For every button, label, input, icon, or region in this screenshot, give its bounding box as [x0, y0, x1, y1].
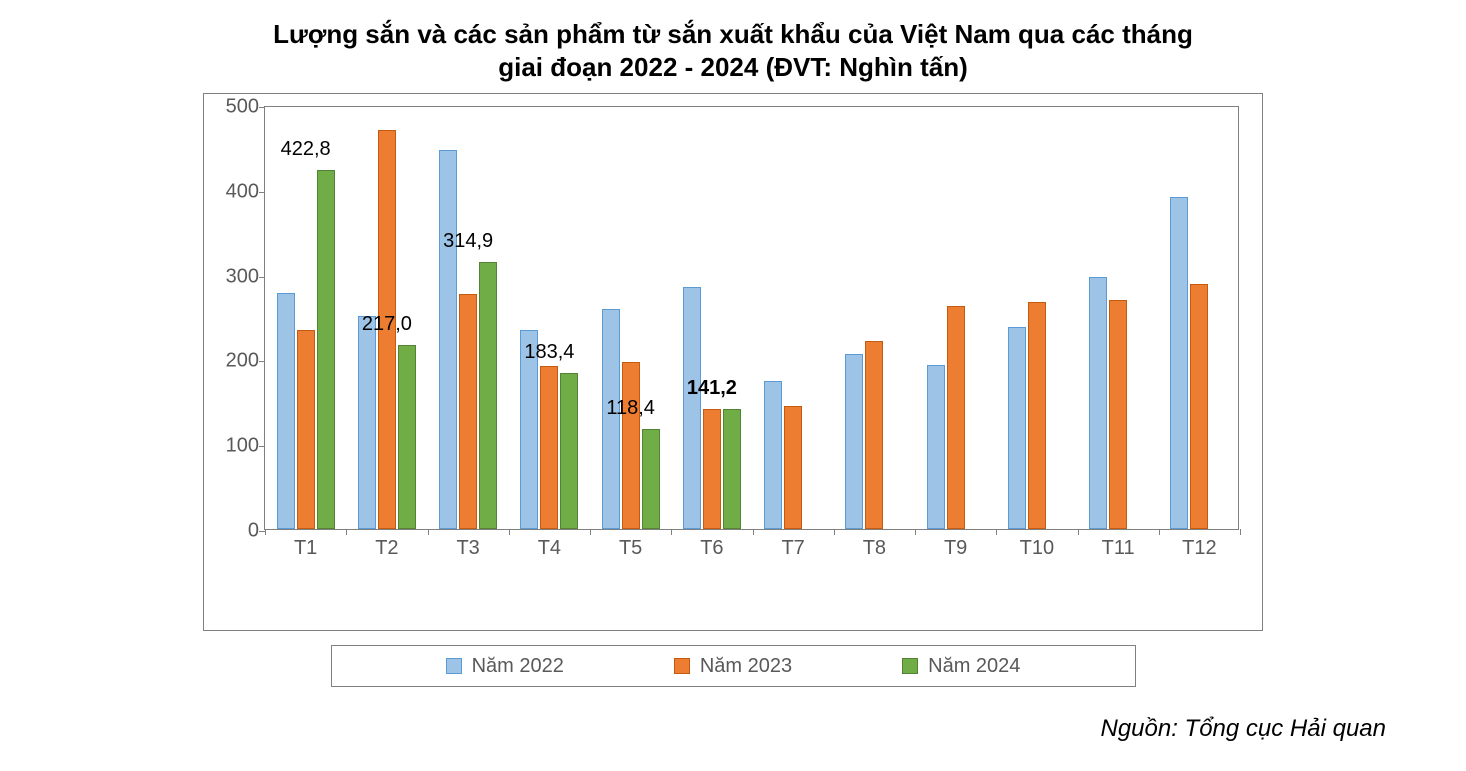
source-text: Nguồn: Tổng cục Hải quan: [40, 715, 1426, 743]
bar-Năm-2022: [1170, 197, 1188, 529]
bar-Năm-2023: [1109, 300, 1127, 529]
bar-Năm-2023: [540, 366, 558, 529]
y-tick-mark: [259, 446, 265, 447]
x-tick-mark: [915, 529, 916, 535]
bar-Năm-2022: [927, 365, 945, 529]
x-tick-label: T5: [619, 529, 642, 560]
x-tick-mark: [590, 529, 591, 535]
y-tick-mark: [259, 107, 265, 108]
bar-Năm-2023: [947, 306, 965, 529]
x-tick-mark: [509, 529, 510, 535]
x-tick-label: T10: [1020, 529, 1054, 560]
x-tick-mark: [834, 529, 835, 535]
legend-swatch: [674, 658, 690, 674]
x-tick-mark: [1240, 529, 1241, 535]
x-tick-label: T1: [294, 529, 317, 560]
bar-Năm-2023: [784, 406, 802, 529]
bar-Năm-2023: [459, 294, 477, 529]
bar-Năm-2022: [1089, 277, 1107, 529]
legend: Năm 2022 Năm 2023 Năm 2024: [331, 645, 1136, 687]
bar-Năm-2023: [865, 341, 883, 529]
x-tick-mark: [346, 529, 347, 535]
chart-title: Lượng sắn và các sản phẩm từ sắn xuất kh…: [133, 18, 1333, 83]
x-tick-label: T12: [1182, 529, 1216, 560]
chart-container: 0 100 200 300 400 500 T1 T2 T3 T4 T5 T6 T7 T8 T9 T10 T11…: [203, 93, 1263, 631]
data-label: 183,4: [524, 341, 574, 364]
bar-Năm-2024: [479, 262, 497, 529]
y-tick-label: 300: [226, 265, 259, 288]
legend-label: Năm 2024: [928, 655, 1020, 678]
x-tick-label: T9: [944, 529, 967, 560]
bar-Năm-2024: [723, 409, 741, 529]
bar-Năm-2023: [622, 362, 640, 529]
bar-Năm-2022: [683, 287, 701, 529]
x-tick-mark: [265, 529, 266, 535]
x-tick-mark: [753, 529, 754, 535]
bar-Năm-2023: [1028, 302, 1046, 529]
bar-Năm-2023: [703, 409, 721, 529]
bar-Năm-2024: [398, 345, 416, 529]
y-tick-label: 100: [226, 435, 259, 458]
y-tick-mark: [259, 192, 265, 193]
y-tick-label: 500: [226, 96, 259, 119]
bar-Năm-2024: [317, 170, 335, 529]
x-tick-label: T3: [456, 529, 479, 560]
x-tick-mark: [1159, 529, 1160, 535]
bar-Năm-2022: [764, 381, 782, 529]
data-label: 314,9: [443, 230, 493, 253]
data-label: 217,0: [362, 313, 412, 336]
x-tick-label: T2: [375, 529, 398, 560]
legend-swatch: [902, 658, 918, 674]
legend-swatch: [446, 658, 462, 674]
legend-label: Năm 2023: [700, 655, 792, 678]
x-tick-mark: [671, 529, 672, 535]
x-tick-label: T6: [700, 529, 723, 560]
x-tick-mark: [1078, 529, 1079, 535]
bar-Năm-2022: [439, 150, 457, 529]
bar-Năm-2022: [277, 293, 295, 529]
y-tick-label: 400: [226, 180, 259, 203]
bar-Năm-2022: [845, 354, 863, 529]
x-tick-label: T8: [863, 529, 886, 560]
bar-Năm-2022: [1008, 327, 1026, 529]
legend-item: Năm 2022: [446, 655, 564, 678]
bar-Năm-2024: [642, 429, 660, 529]
plot-area: 0100200300400500T1T2T3T4T5T6T7T8T9T10T11…: [264, 106, 1239, 530]
bar-Năm-2023: [297, 330, 315, 529]
bar-Năm-2022: [358, 316, 376, 529]
data-label: 118,4: [606, 397, 655, 420]
x-tick-label: T11: [1102, 529, 1135, 560]
legend-item: Năm 2023: [674, 655, 792, 678]
legend-item: Năm 2024: [902, 655, 1020, 678]
bar-Năm-2023: [1190, 284, 1208, 529]
data-label: 141,2: [687, 377, 737, 400]
y-tick-mark: [259, 361, 265, 362]
legend-label: Năm 2022: [472, 655, 564, 678]
x-tick-label: T4: [538, 529, 561, 560]
y-tick-mark: [259, 277, 265, 278]
y-tick-label: 200: [226, 350, 259, 373]
x-tick-label: T7: [781, 529, 804, 560]
x-tick-mark: [996, 529, 997, 535]
x-tick-mark: [428, 529, 429, 535]
bar-Năm-2024: [560, 373, 578, 529]
data-label: 422,8: [281, 138, 331, 161]
y-tick-label: 0: [248, 520, 259, 543]
